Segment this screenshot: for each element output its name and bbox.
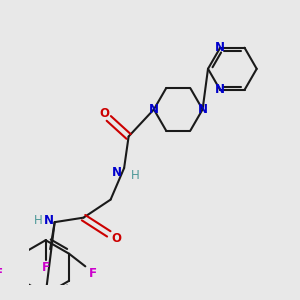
Text: N: N bbox=[198, 103, 208, 116]
Text: O: O bbox=[111, 232, 121, 245]
Text: F: F bbox=[0, 267, 3, 280]
Text: N: N bbox=[215, 83, 225, 96]
Text: F: F bbox=[42, 261, 50, 274]
Text: O: O bbox=[99, 107, 109, 120]
Text: H: H bbox=[34, 214, 43, 227]
Text: N: N bbox=[215, 41, 225, 54]
Text: N: N bbox=[149, 103, 159, 116]
Text: N: N bbox=[112, 166, 122, 179]
Text: N: N bbox=[44, 214, 54, 227]
Text: H: H bbox=[130, 169, 139, 182]
Text: F: F bbox=[88, 267, 97, 280]
